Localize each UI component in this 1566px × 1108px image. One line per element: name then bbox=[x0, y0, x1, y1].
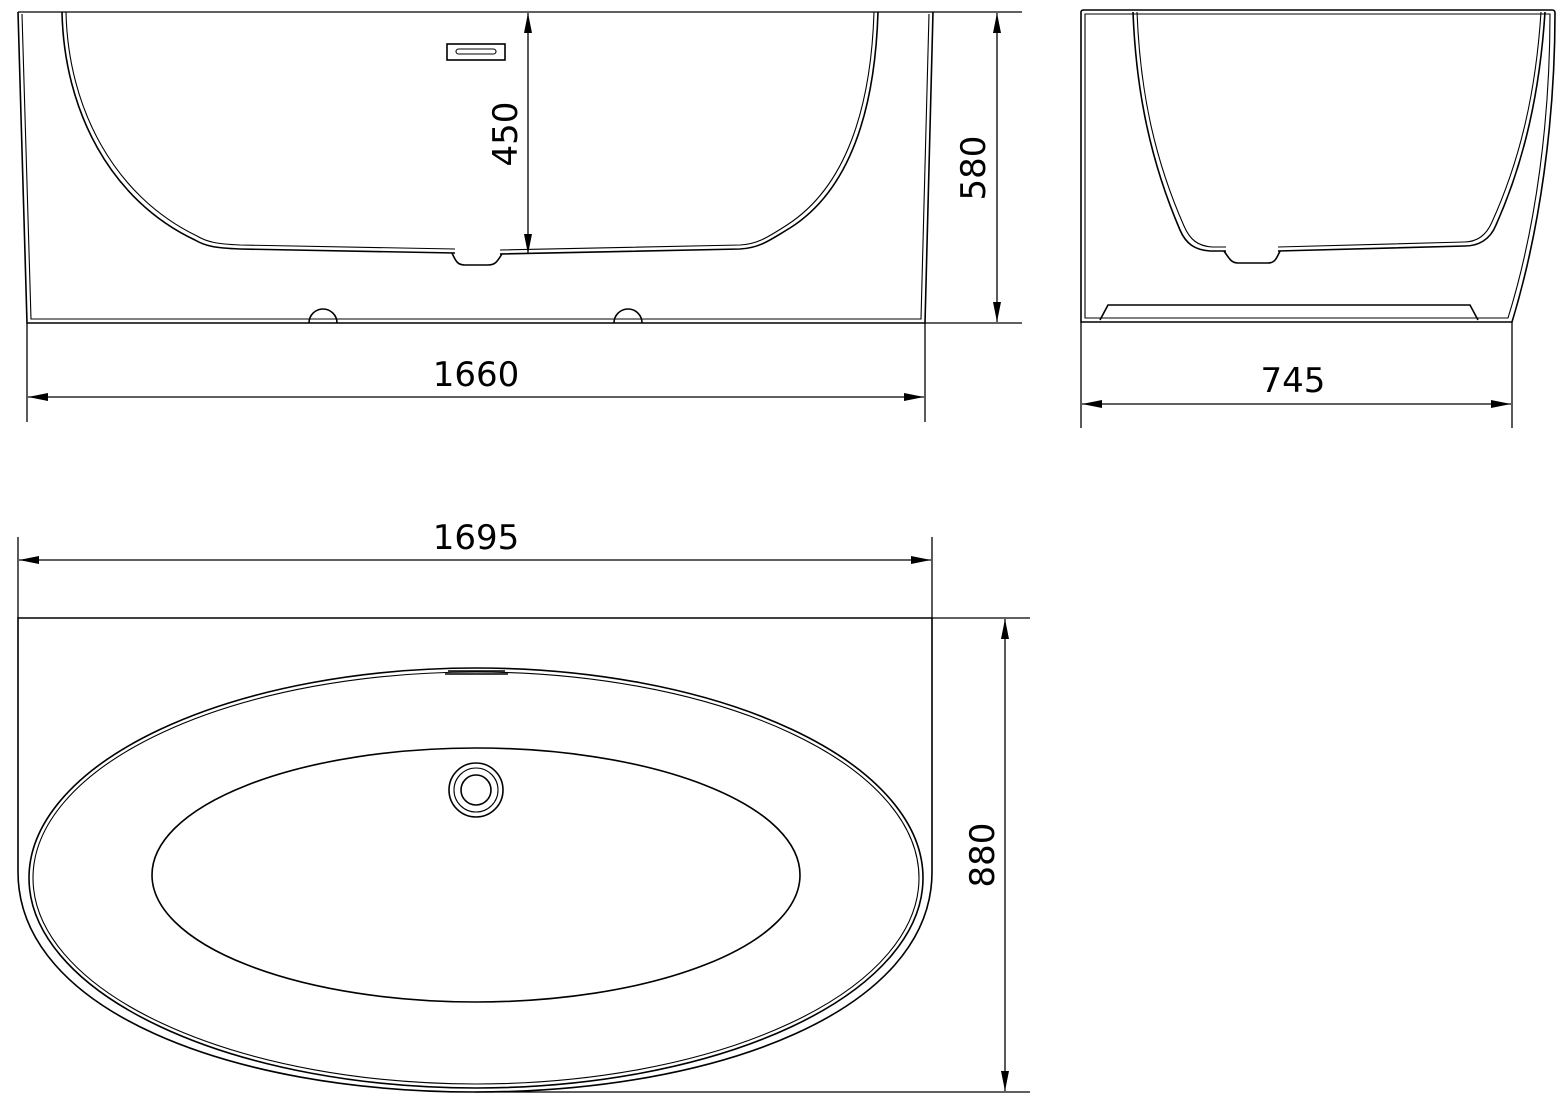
top-bowl-floor bbox=[151, 747, 801, 1003]
front-view: 450 580 1660 bbox=[17, 11, 1022, 422]
side-foot-plinth bbox=[1099, 304, 1479, 321]
front-bowl-profile bbox=[61, 11, 879, 255]
front-leg-left bbox=[308, 308, 338, 324]
dim-label-top-width: 880 bbox=[963, 823, 1003, 888]
top-rim-inner bbox=[32, 671, 920, 1085]
dim-label-front-length: 1660 bbox=[433, 355, 520, 395]
front-bowl-profile-inner bbox=[65, 11, 875, 251]
front-outer-body bbox=[17, 11, 934, 324]
front-drain-notch bbox=[451, 252, 503, 266]
dim-label-side-width: 745 bbox=[1261, 361, 1326, 401]
side-outer-body bbox=[1080, 9, 1556, 323]
top-rim-outer bbox=[28, 667, 924, 1089]
top-overflow bbox=[445, 670, 508, 675]
front-leg-right bbox=[613, 308, 643, 324]
dim-label-inner-depth: 450 bbox=[486, 102, 526, 167]
top-view: 1695 880 bbox=[17, 518, 1030, 1093]
dim-label-height: 580 bbox=[954, 136, 994, 201]
side-drain-notch bbox=[1223, 250, 1281, 264]
dim-label-top-length: 1695 bbox=[433, 518, 520, 558]
side-view: 745 bbox=[1080, 9, 1556, 428]
side-outer-body-inner bbox=[1084, 13, 1551, 319]
front-outer-body-inner-line bbox=[21, 13, 930, 320]
side-bowl-profile-inner bbox=[1136, 11, 1542, 248]
side-bowl-profile bbox=[1132, 11, 1546, 252]
overflow-icon bbox=[446, 43, 506, 61]
drain-icon bbox=[448, 762, 504, 818]
